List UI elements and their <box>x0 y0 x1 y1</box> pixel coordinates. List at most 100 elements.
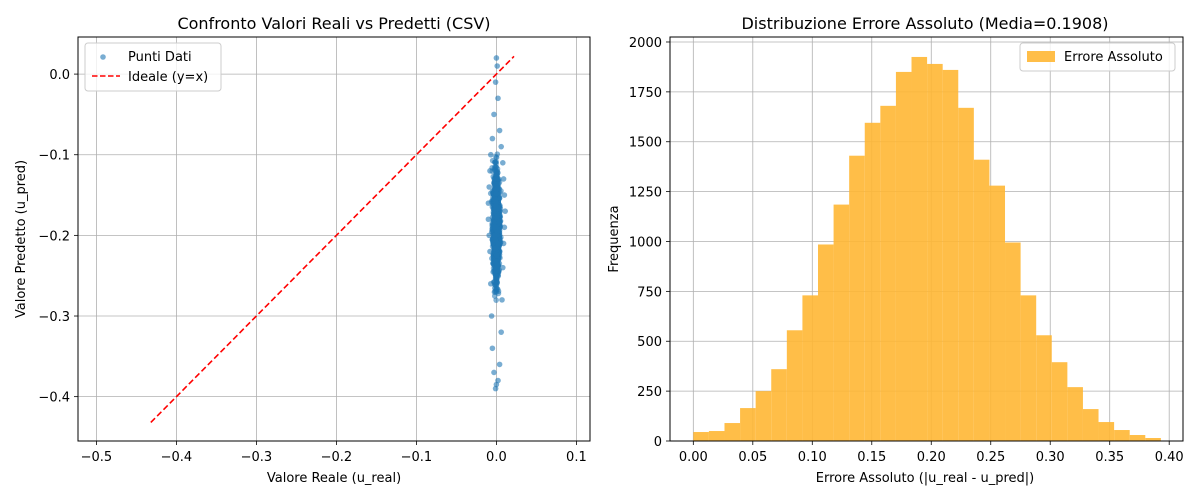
scatter-x-tick-label: 0.1 <box>566 450 587 465</box>
scatter-point <box>495 241 501 247</box>
histogram-bar <box>1114 430 1130 441</box>
histogram-bar <box>802 295 818 441</box>
legend-label-errore-assoluto: Errore Assoluto <box>1064 50 1163 65</box>
histogram-bar <box>895 71 912 442</box>
scatter-plot-area <box>150 55 515 424</box>
scatter-point <box>496 218 503 225</box>
scatter-y-tick-label: −0.2 <box>38 229 70 244</box>
legend-marker-punti-dati <box>100 54 106 60</box>
scatter-point <box>494 181 501 188</box>
scatter-point <box>498 329 505 335</box>
histogram-bar <box>989 185 1006 441</box>
histogram-bar <box>1082 409 1099 441</box>
histogram-bar <box>786 330 803 441</box>
histogram-bar <box>755 391 772 441</box>
histogram-x-tick-label: 0.35 <box>1095 450 1124 465</box>
scatter-point <box>491 165 498 171</box>
scatter-point <box>492 233 499 239</box>
scatter-point <box>493 55 500 61</box>
histogram-bar <box>911 56 928 441</box>
scatter-point <box>496 185 503 192</box>
histogram-bar <box>1067 387 1083 441</box>
scatter-point <box>486 232 493 239</box>
scatter-point <box>500 240 507 247</box>
scatter-x-tick-label: −0.2 <box>321 450 353 465</box>
histogram-bar <box>880 105 896 442</box>
scatter-chart: Confronto Valori Reali vs Predetti (CSV)… <box>14 14 591 486</box>
scatter-point <box>491 369 497 376</box>
scatter-point <box>494 262 501 269</box>
histogram-y-axis-label: Frequenza <box>607 205 622 272</box>
scatter-point <box>500 159 506 166</box>
histogram-bar <box>1036 335 1052 441</box>
histogram-bar <box>1005 242 1021 441</box>
histogram-bar <box>1129 435 1146 441</box>
scatter-point <box>500 176 507 182</box>
scatter-x-tick-label: −0.3 <box>241 450 273 465</box>
scatter-point <box>502 208 509 214</box>
histogram-chart: Distribuzione Errore Assoluto (Media=0.1… <box>607 14 1184 486</box>
scatter-point <box>485 200 492 206</box>
histogram-title: Distribuzione Errore Assoluto (Media=0.1… <box>741 14 1108 33</box>
histogram-legend: Errore Assoluto <box>1019 42 1176 72</box>
scatter-point <box>489 345 496 352</box>
histogram-bar <box>1145 438 1161 441</box>
histogram-bar <box>1051 362 1068 441</box>
histogram-bar <box>973 159 990 441</box>
histogram-bar <box>942 69 959 441</box>
histogram-bar <box>849 155 865 441</box>
scatter-point <box>493 273 500 279</box>
histogram-bar <box>864 122 881 441</box>
scatter-axes-frame <box>77 36 591 442</box>
scatter-y-tick-label: −0.3 <box>38 310 70 325</box>
histogram-x-tick-label: 0.00 <box>679 450 708 465</box>
scatter-point <box>501 224 508 231</box>
scatter-x-tick-label: −0.5 <box>81 450 113 465</box>
scatter-x-tick-label: 0.0 <box>486 450 507 465</box>
scatter-point <box>494 229 501 235</box>
scatter-point <box>500 264 506 271</box>
scatter-point <box>493 252 500 259</box>
histogram-y-tick-label: 500 <box>637 335 662 350</box>
histogram-axes-frame <box>669 36 1184 442</box>
scatter-point <box>492 245 498 252</box>
histogram-y-tick-label: 250 <box>637 385 662 400</box>
histogram-x-tick-label: 0.40 <box>1155 450 1184 465</box>
scatter-ticks: −0.5 −0.4 −0.3 −0.2 −0.1 0.0 0.1 0.0 −0.1 −0.2 −0.… <box>38 68 586 465</box>
histogram-bar <box>1098 422 1115 441</box>
scatter-point <box>489 135 496 142</box>
histogram-x-tick-label: 0.25 <box>976 450 1005 465</box>
histogram-bar <box>833 204 850 441</box>
scatter-point <box>495 176 502 182</box>
scatter-point <box>486 184 493 190</box>
scatter-legend-box <box>84 42 222 92</box>
histogram-bar <box>927 63 943 441</box>
scatter-point <box>492 223 498 230</box>
scatter-point <box>488 280 494 287</box>
histogram-y-tick-label: 0 <box>654 435 662 450</box>
legend-label-ideale: Ideale (y=x) <box>128 70 208 85</box>
histogram-bar <box>724 423 741 441</box>
histogram-bar <box>817 244 834 441</box>
histogram-y-tick-label: 750 <box>637 285 662 300</box>
histogram-y-tick-label: 1750 <box>629 86 662 101</box>
histogram-bar <box>740 408 756 441</box>
histogram-y-tick-label: 2000 <box>629 36 662 51</box>
scatter-point <box>494 214 500 221</box>
ideal-line <box>150 55 515 424</box>
scatter-point <box>499 297 505 303</box>
scatter-y-axis-label: Valore Predetto (u_pred) <box>14 160 29 318</box>
scatter-y-tick-label: −0.1 <box>38 149 70 164</box>
scatter-point <box>485 216 492 223</box>
scatter-point <box>495 95 501 102</box>
scatter-point <box>487 248 493 255</box>
scatter-point <box>487 168 493 174</box>
scatter-x-tick-label: −0.4 <box>161 450 193 465</box>
histogram-x-tick-label: 0.15 <box>857 450 886 465</box>
histogram-x-tick-label: 0.20 <box>917 450 946 465</box>
scatter-point <box>491 111 497 118</box>
histogram-bar <box>708 431 725 441</box>
scatter-point <box>493 381 500 388</box>
legend-label-punti-dati: Punti Dati <box>128 50 192 65</box>
